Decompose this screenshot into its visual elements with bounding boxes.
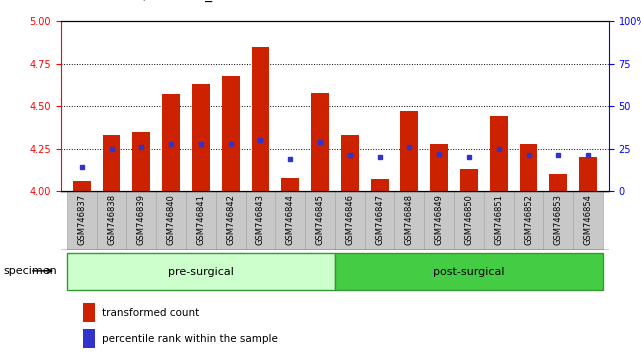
Bar: [192, 84, 210, 191]
Bar: [424, 191, 454, 250]
Bar: [216, 191, 246, 250]
Text: GSM746847: GSM746847: [375, 194, 384, 245]
Bar: [73, 181, 90, 191]
Bar: [133, 132, 150, 191]
Bar: [394, 191, 424, 250]
Text: GSM746842: GSM746842: [226, 194, 235, 245]
Bar: [103, 135, 121, 191]
Text: GSM746851: GSM746851: [494, 194, 503, 245]
Bar: [67, 253, 335, 290]
Text: percentile rank within the sample: percentile rank within the sample: [102, 334, 278, 344]
Text: GSM746853: GSM746853: [554, 194, 563, 245]
Text: GSM746854: GSM746854: [583, 194, 592, 245]
Text: GSM746848: GSM746848: [405, 194, 414, 245]
Bar: [156, 191, 186, 250]
Text: GSM746843: GSM746843: [256, 194, 265, 245]
Bar: [484, 191, 513, 250]
Bar: [401, 111, 419, 191]
Bar: [335, 253, 603, 290]
Text: GSM746846: GSM746846: [345, 194, 354, 245]
Text: GSM746844: GSM746844: [286, 194, 295, 245]
Bar: [365, 191, 394, 250]
Bar: [513, 191, 544, 250]
Bar: [246, 191, 276, 250]
Text: GSM746849: GSM746849: [435, 194, 444, 245]
Bar: [67, 191, 97, 250]
Bar: [549, 174, 567, 191]
Bar: [186, 191, 216, 250]
Bar: [311, 93, 329, 191]
Bar: [341, 135, 359, 191]
Text: GSM746841: GSM746841: [196, 194, 205, 245]
Bar: [83, 330, 95, 348]
Bar: [579, 157, 597, 191]
Bar: [281, 178, 299, 191]
Text: GSM746852: GSM746852: [524, 194, 533, 245]
Text: GSM746837: GSM746837: [78, 194, 87, 245]
Bar: [305, 191, 335, 250]
Bar: [222, 76, 240, 191]
Text: transformed count: transformed count: [102, 308, 199, 318]
Bar: [276, 191, 305, 250]
Text: specimen: specimen: [3, 266, 57, 276]
Text: post-surgical: post-surgical: [433, 267, 504, 277]
Bar: [251, 47, 269, 191]
Text: GSM746838: GSM746838: [107, 194, 116, 245]
Bar: [573, 191, 603, 250]
Bar: [335, 191, 365, 250]
Text: GSM746845: GSM746845: [315, 194, 324, 245]
Bar: [454, 191, 484, 250]
Text: GSM746850: GSM746850: [465, 194, 474, 245]
Bar: [430, 144, 448, 191]
Bar: [370, 179, 388, 191]
Bar: [126, 191, 156, 250]
Text: GSM746840: GSM746840: [167, 194, 176, 245]
Text: pre-surgical: pre-surgical: [168, 267, 234, 277]
Bar: [544, 191, 573, 250]
Bar: [520, 144, 537, 191]
Bar: [162, 94, 180, 191]
Bar: [83, 303, 95, 322]
Text: GSM746839: GSM746839: [137, 194, 146, 245]
Text: GDS4354 / 220334_at: GDS4354 / 220334_at: [74, 0, 226, 2]
Bar: [460, 169, 478, 191]
Bar: [97, 191, 126, 250]
Bar: [490, 116, 508, 191]
